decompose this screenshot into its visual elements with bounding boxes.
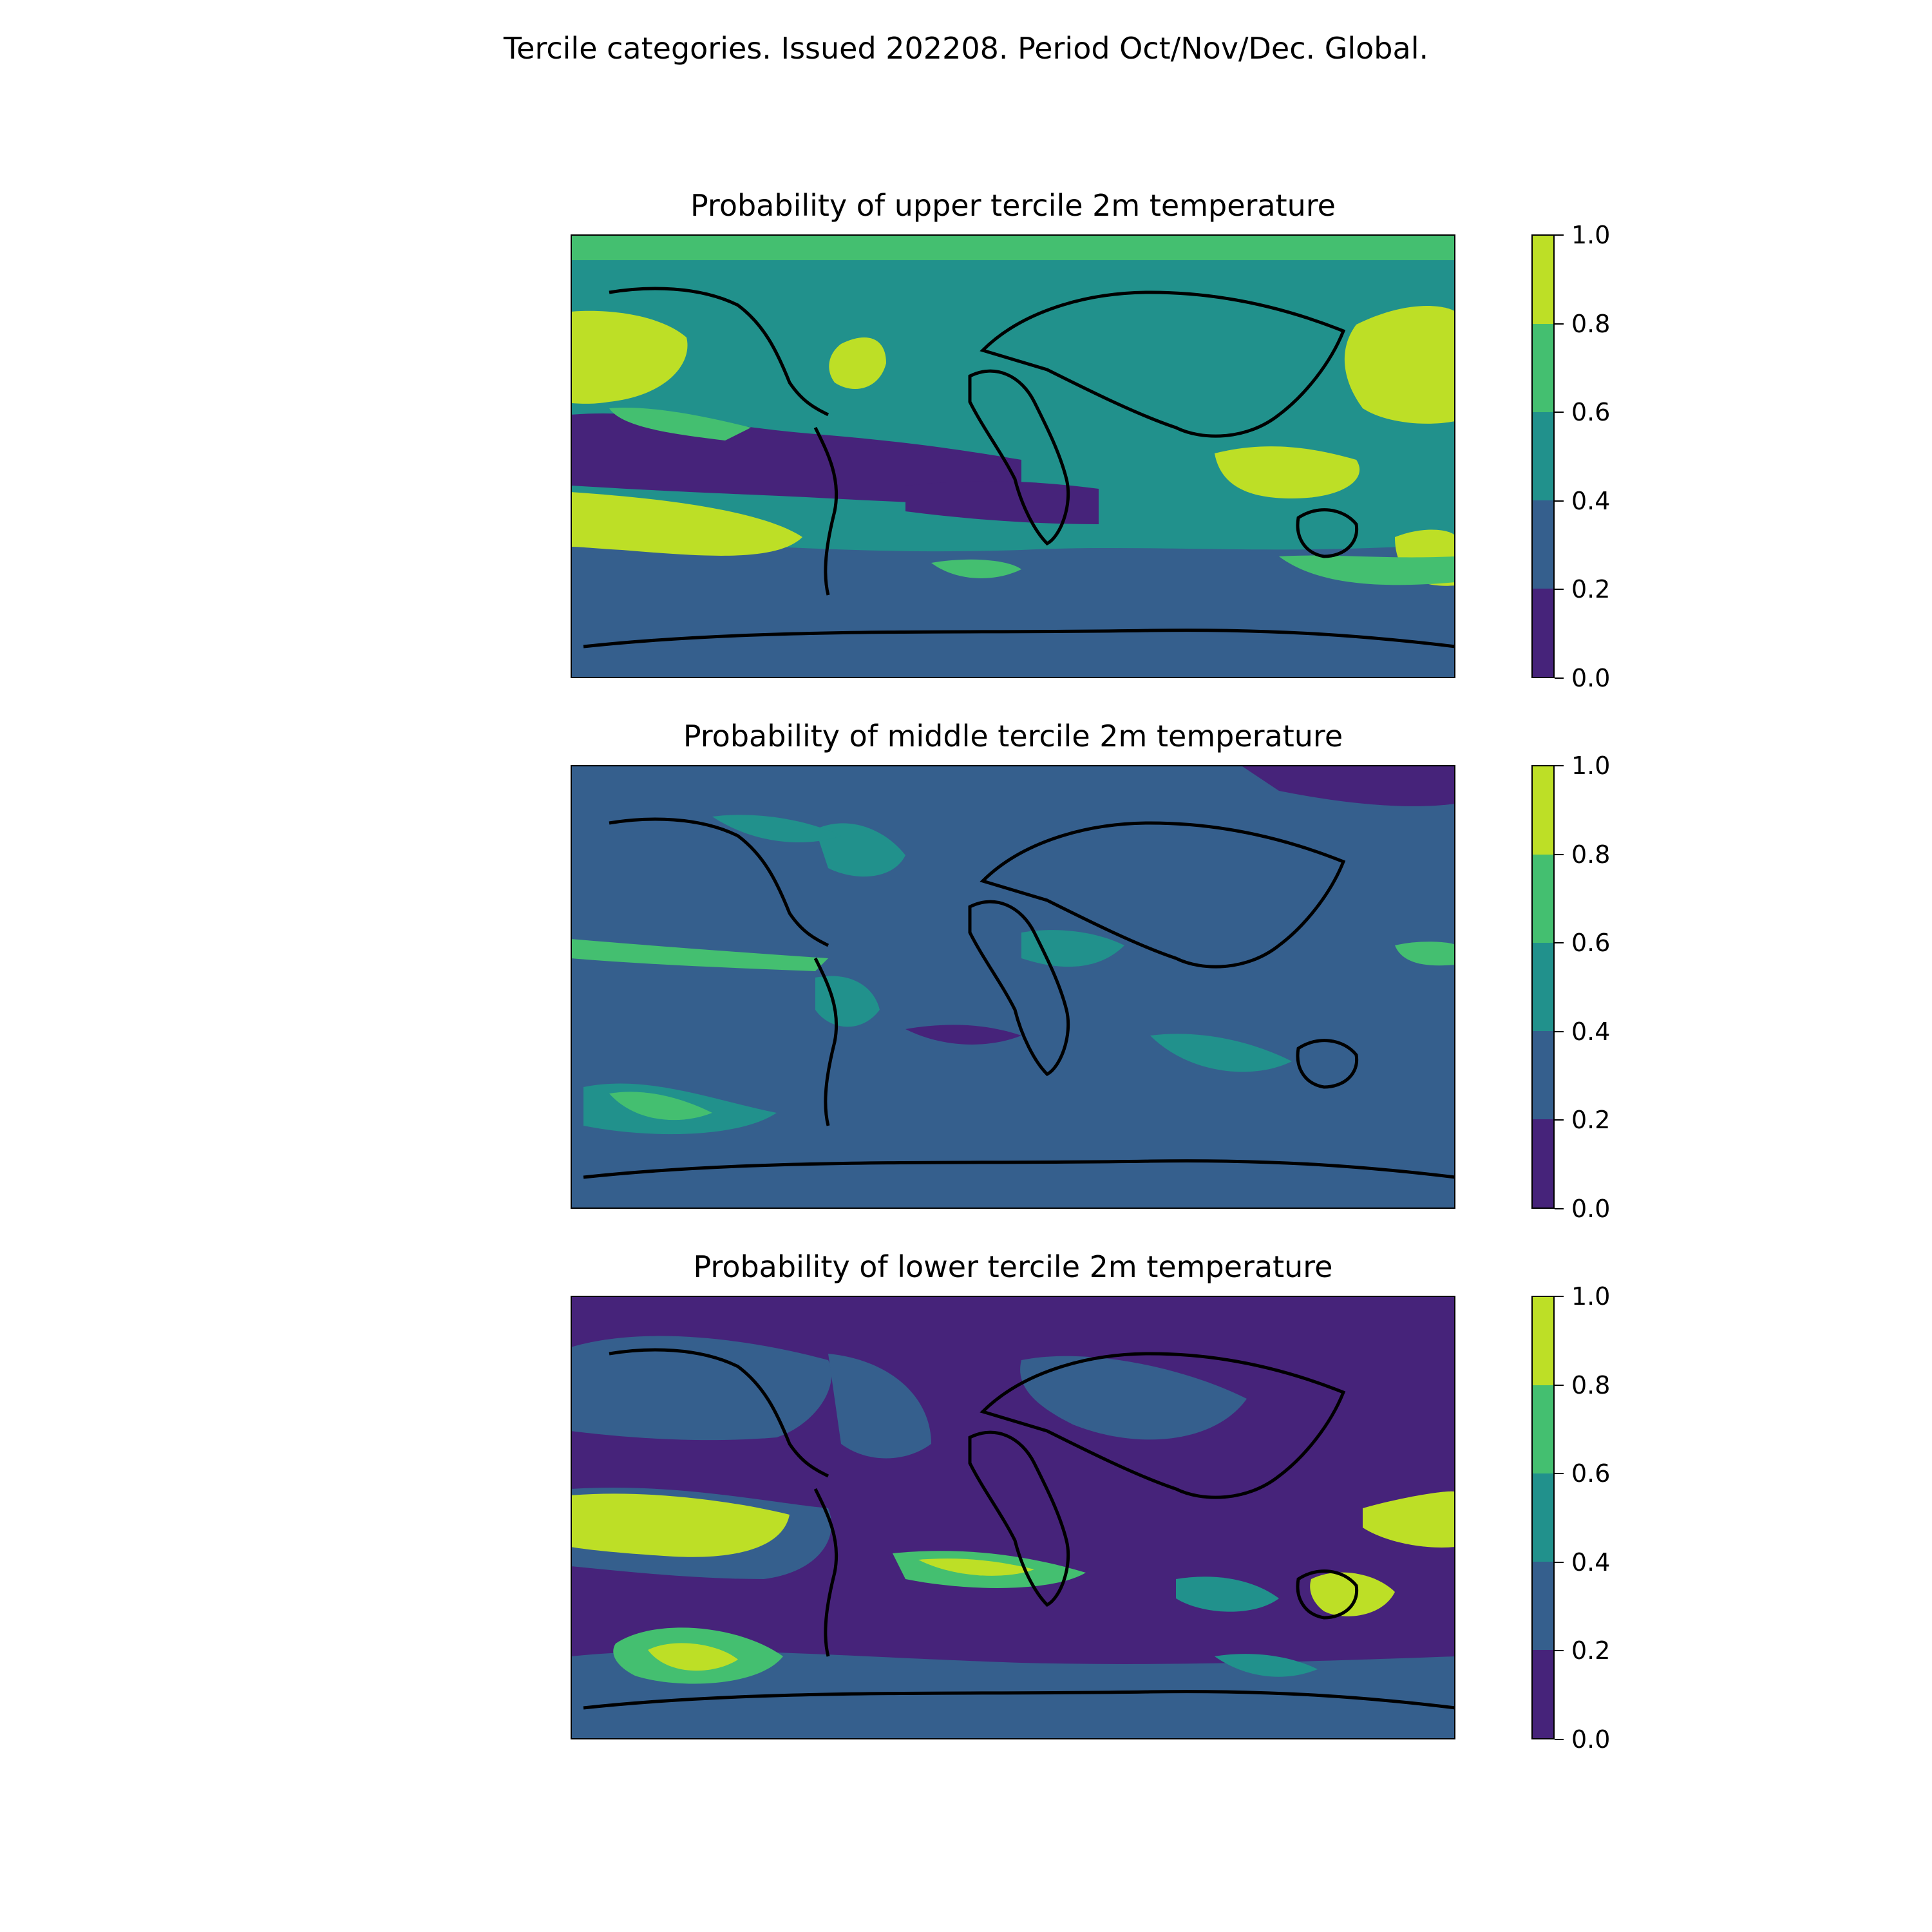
tick-label: 0.4 xyxy=(1571,1018,1611,1046)
coastlines xyxy=(583,287,1455,649)
tick-label: 0.6 xyxy=(1571,1459,1611,1488)
coastlines xyxy=(583,817,1455,1179)
tick-label: 0.8 xyxy=(1571,840,1611,869)
tick-label: 1.0 xyxy=(1571,1282,1611,1311)
map-middle-tercile xyxy=(571,765,1455,1209)
tick-label: 0.0 xyxy=(1571,1195,1611,1223)
tick-label: 0.2 xyxy=(1571,575,1611,603)
tick-label: 0.4 xyxy=(1571,487,1611,515)
panel-title-lower: Probability of lower tercile 2m temperat… xyxy=(693,1249,1333,1284)
coastlines xyxy=(583,1348,1455,1710)
tick-label: 0.0 xyxy=(1571,664,1611,692)
colorbar-lower xyxy=(1531,1296,1555,1739)
tick-label: 0.2 xyxy=(1571,1636,1611,1665)
map-lower-tercile xyxy=(571,1296,1455,1739)
colorbar-upper xyxy=(1531,234,1555,678)
colorbar-middle xyxy=(1531,765,1555,1209)
map-background xyxy=(571,765,1455,1209)
tick-label: 0.8 xyxy=(1571,1371,1611,1399)
figure-suptitle: Tercile categories. Issued 202208. Perio… xyxy=(503,31,1429,66)
tick-label: 0.6 xyxy=(1571,398,1611,426)
tick-label: 1.0 xyxy=(1571,221,1611,249)
tick-label: 0.2 xyxy=(1571,1106,1611,1134)
panel-title-middle: Probability of middle tercile 2m tempera… xyxy=(683,719,1343,753)
tick-label: 0.0 xyxy=(1571,1725,1611,1754)
tick-label: 0.8 xyxy=(1571,310,1611,338)
map-upper-tercile xyxy=(571,234,1455,678)
tick-label: 0.4 xyxy=(1571,1548,1611,1577)
panel-title-upper: Probability of upper tercile 2m temperat… xyxy=(690,188,1336,223)
tick-label: 1.0 xyxy=(1571,752,1611,780)
tick-label: 0.6 xyxy=(1571,929,1611,957)
